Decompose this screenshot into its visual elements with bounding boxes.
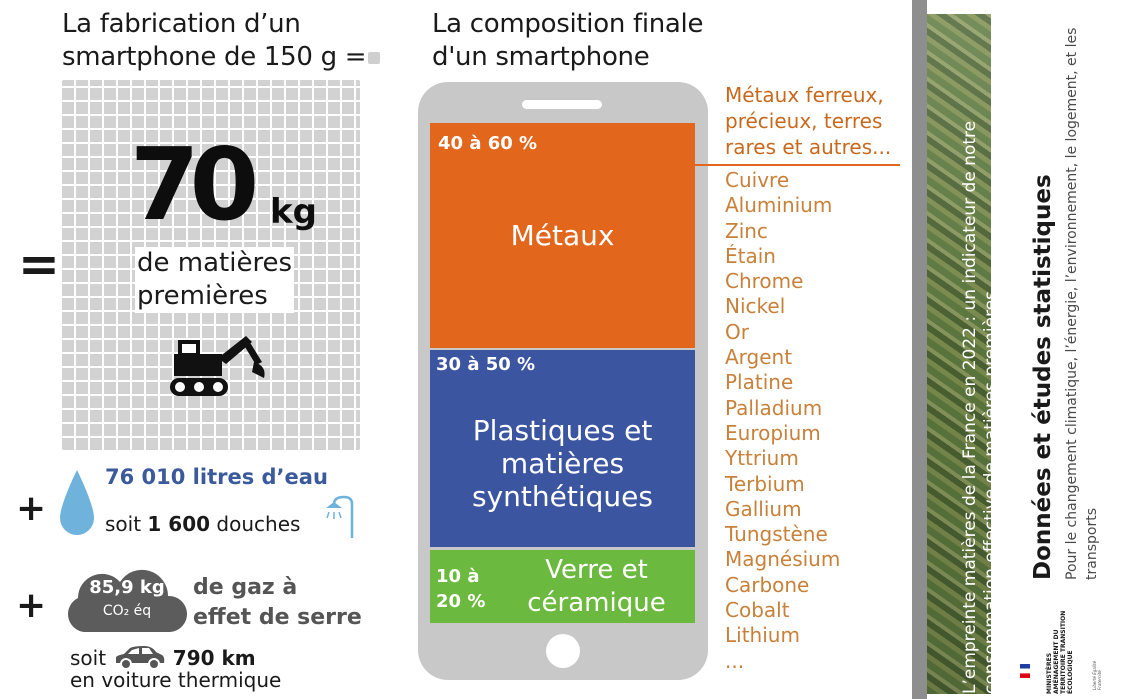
metal-item: Terbium <box>725 471 805 496</box>
gas-label: de gaz à effet de serre <box>193 573 362 633</box>
cover-series-title: Données et études statistiques <box>1030 174 1056 580</box>
segment-plastics-label: Plastiques et matières synthétiques <box>472 414 653 513</box>
segment-glass: 10 à 20 % Verre et céramique <box>430 550 695 623</box>
segment-glass-pct: 10 à 20 % <box>436 564 485 614</box>
metals-connector-line <box>695 164 900 166</box>
car-distance: soit 790 km <box>70 645 256 670</box>
metal-item: Chrome <box>725 269 804 294</box>
car-sub: en voiture thermique <box>70 668 282 692</box>
metal-item: Platine <box>725 370 794 395</box>
big-unit: kg <box>270 192 317 232</box>
metal-item: Europium <box>725 420 821 445</box>
big-number: 70 <box>130 126 259 243</box>
metal-item: Argent <box>725 345 793 370</box>
segment-metals: 40 à 60 % Métaux <box>430 123 695 348</box>
water-showers-count: 1 600 <box>147 512 211 536</box>
segment-glass-pct-line2: 20 % <box>436 591 486 612</box>
phone-speaker <box>522 100 602 109</box>
plus-sign-gas: + <box>16 585 47 626</box>
segment-plastics: 30 à 50 % Plastiques et matières synthét… <box>430 350 695 547</box>
middle-title: La composition finale d'un smartphone <box>432 9 704 72</box>
metal-item: Nickel <box>725 294 786 319</box>
metal-item: Carbone <box>725 572 810 597</box>
metal-item: Zinc <box>725 218 768 243</box>
car-icon <box>116 646 165 669</box>
cover-series-subtitle: Pour le changement climatique, l’énergie… <box>1064 27 1100 580</box>
metal-item: Yttrium <box>725 446 799 471</box>
shower-icon <box>326 495 354 538</box>
car-soit: soit <box>70 646 107 670</box>
metal-item: Magnésium <box>725 547 841 572</box>
phone-home-button <box>546 634 580 668</box>
equals-sign: = <box>18 235 60 293</box>
segment-plastics-pct: 30 à 50 % <box>436 354 536 375</box>
segment-metals-label: Métaux <box>510 219 615 252</box>
water-drop-icon <box>60 470 94 535</box>
metals-list: Cuivre Aluminium Zinc Étain Chrome Nicke… <box>725 168 840 674</box>
segment-glass-label: Verre et céramique <box>527 555 666 618</box>
metal-item: Cobalt <box>725 598 790 623</box>
marianne-logo <box>1020 664 1030 678</box>
metal-item: Gallium <box>725 496 802 521</box>
materials-line1: de matières <box>137 248 293 278</box>
metal-item: Cuivre <box>725 168 790 192</box>
excavator-icon <box>170 336 265 396</box>
gas-line1: de gaz à <box>193 575 298 600</box>
metal-item: Aluminium <box>725 193 833 218</box>
water-showers: soit 1 600 douches <box>105 512 300 536</box>
metals-heading: Métaux ferreux, précieux, terres rares e… <box>725 83 892 159</box>
ministry-name: MINISTÈRES AMÉNAGEMENT DU TERRITOIRE TRA… <box>1046 610 1074 694</box>
cover-photo <box>927 14 991 694</box>
segment-glass-pct-line1: 10 à <box>436 566 480 587</box>
water-showers-unit: douches <box>216 512 301 536</box>
republic-motto: Liberté Égalité Fraternité <box>1092 660 1102 690</box>
materials-label: de matières premières <box>135 247 295 313</box>
metal-item: Étain <box>725 243 776 268</box>
water-amount: 76 010 litres d’eau <box>105 465 328 489</box>
metal-item: ... <box>725 648 745 673</box>
co2-amount: 85,9 kg <box>89 577 165 598</box>
cover-title: L’empreinte matières de la France en 202… <box>960 120 1001 694</box>
metal-item: Or <box>725 319 749 344</box>
water-soit: soit <box>105 512 142 536</box>
co2-unit: CO₂ éq <box>102 603 152 619</box>
metal-item: Palladium <box>725 395 823 420</box>
cloud-icon <box>68 569 188 632</box>
cover-gray-band <box>912 0 927 699</box>
materials-line2: premières <box>137 281 268 311</box>
metal-item: Tungstène <box>725 522 828 547</box>
plus-sign-water: + <box>16 488 47 529</box>
unit-square-icon <box>368 51 381 64</box>
left-title-text: La fabrication d’un smartphone de 150 g … <box>62 9 367 72</box>
gas-line2: effet de serre <box>193 605 362 630</box>
car-km: 790 km <box>172 646 256 670</box>
segment-metals-pct: 40 à 60 % <box>438 133 538 154</box>
metal-item: Lithium <box>725 623 800 648</box>
left-title: La fabrication d’un smartphone de 150 g … <box>62 8 392 74</box>
